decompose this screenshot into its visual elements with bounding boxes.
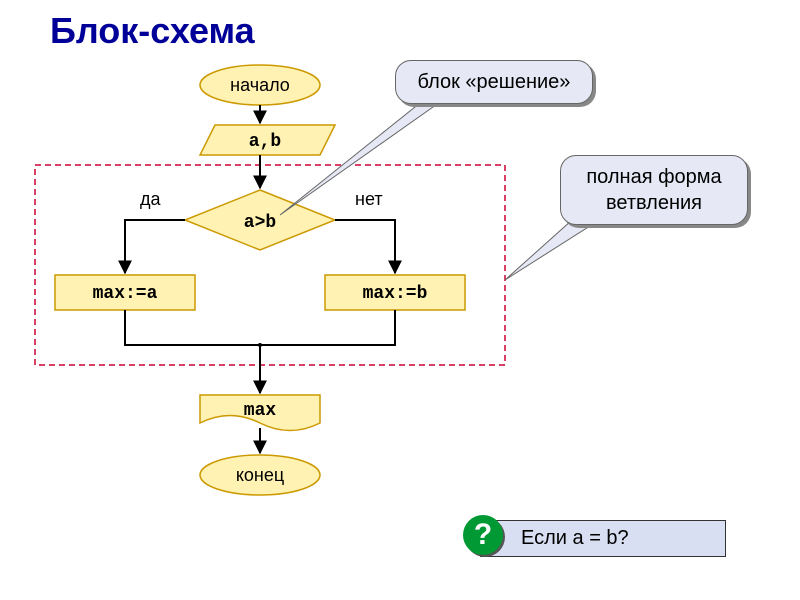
question-mark-icon: ? (463, 515, 503, 555)
start-label: начало (230, 75, 290, 95)
output-label: max (244, 401, 277, 421)
yes-label: да (140, 189, 162, 209)
question-box: Если a = b? (480, 520, 726, 557)
callout-decision: блок «решение» (395, 60, 593, 104)
callout-branch: полная форма ветвления (560, 155, 748, 225)
decision-label: a>b (244, 213, 276, 233)
question-text: Если a = b? (521, 527, 629, 549)
callout2-text: полная форма ветвления (586, 166, 721, 214)
end-label: конец (236, 465, 284, 485)
right-label: max:=b (363, 284, 428, 304)
left-label: max:=a (93, 284, 158, 304)
callout1-text: блок «решение» (418, 71, 571, 93)
no-label: нет (355, 189, 383, 209)
input-label: a,b (249, 132, 281, 152)
